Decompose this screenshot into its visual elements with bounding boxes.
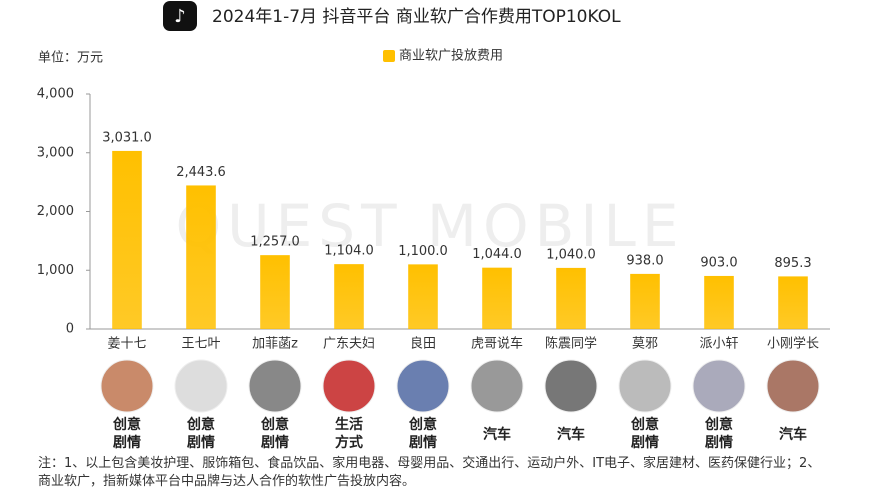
footnote: 注：1、以上包含美妆护理、服饰箱包、食品饮品、家用电器、母婴用品、交通出行、运动… <box>38 456 821 489</box>
tag-label: 创意 <box>186 416 215 433</box>
bar <box>556 267 586 329</box>
legend-label: 商业软广投放费用 <box>399 48 503 64</box>
y-tick-label: 0 <box>66 322 74 337</box>
value-label: 1,100.0 <box>398 244 448 259</box>
tag-label: 汽车 <box>483 426 511 443</box>
avatar <box>766 359 820 413</box>
tag-label: 创意 <box>630 416 659 433</box>
legend-swatch <box>383 50 395 62</box>
x-tick-label: 王七叶 <box>181 337 220 352</box>
x-tick-label: 良田 <box>410 336 436 352</box>
x-tick-label: 虎哥说车 <box>471 336 523 352</box>
x-tick-label: 姜十七 <box>107 337 146 352</box>
avatar <box>692 359 746 413</box>
unit-label: 单位：万元 <box>38 51 103 66</box>
tag-label: 剧情 <box>409 434 437 451</box>
x-tick-label: 加菲菡z <box>252 337 298 352</box>
y-tick-label: 1,000 <box>37 263 74 278</box>
bar <box>704 275 734 329</box>
avatar <box>470 359 524 413</box>
tag-label: 方式 <box>335 434 363 451</box>
tag-label: 创意 <box>704 416 733 433</box>
x-tick-label: 派小轩 <box>699 337 738 352</box>
tag-label: 创意 <box>260 416 289 433</box>
x-tick-label: 陈震同学 <box>545 336 597 352</box>
tag-label: 创意 <box>112 416 141 433</box>
tag-label: 剧情 <box>187 434 215 451</box>
logo-glyph: ♪ <box>174 6 186 27</box>
value-label: 3,031.0 <box>102 130 152 145</box>
tiktok-logo <box>163 1 197 31</box>
avatar <box>174 359 228 413</box>
avatar <box>322 359 376 413</box>
bar <box>482 267 512 329</box>
value-label: 895.3 <box>774 256 811 271</box>
chart-title: 2024年1-7月 抖音平台 商业软广合作费用TOP10KOL <box>212 7 621 27</box>
watermark: QUEST MOBILE <box>176 192 685 260</box>
x-tick-label: 小刚学长 <box>767 336 819 352</box>
bar <box>778 276 808 329</box>
bar <box>408 264 438 329</box>
x-tick-label: 广东夫妇 <box>323 336 375 352</box>
tag-label: 剧情 <box>113 434 141 451</box>
y-tick-label: 3,000 <box>37 145 74 160</box>
y-tick-label: 2,000 <box>37 204 74 219</box>
tag-label: 剧情 <box>705 434 733 451</box>
bar <box>186 185 216 329</box>
tag-label: 剧情 <box>631 434 659 451</box>
y-tick-label: 4,000 <box>37 87 74 102</box>
avatar <box>544 359 598 413</box>
tag-label: 创意 <box>408 416 437 433</box>
avatar <box>100 359 154 413</box>
x-tick-label: 莫邪 <box>632 337 658 352</box>
avatar <box>248 359 302 413</box>
tag-label: 生活 <box>335 416 363 433</box>
value-label: 1,044.0 <box>472 247 522 262</box>
value-label: 2,443.6 <box>176 165 226 180</box>
value-label: 1,257.0 <box>250 235 300 250</box>
avatar <box>396 359 450 413</box>
bar <box>334 264 364 329</box>
value-label: 1,104.0 <box>324 244 374 259</box>
bar <box>630 273 660 329</box>
avatar <box>618 359 672 413</box>
tag-label: 剧情 <box>261 434 289 451</box>
value-label: 903.0 <box>700 255 737 270</box>
bar <box>260 255 290 329</box>
tag-label: 汽车 <box>557 426 585 443</box>
value-label: 938.0 <box>626 253 663 268</box>
tag-label: 汽车 <box>779 426 807 443</box>
value-label: 1,040.0 <box>546 247 596 262</box>
bar <box>112 150 142 329</box>
